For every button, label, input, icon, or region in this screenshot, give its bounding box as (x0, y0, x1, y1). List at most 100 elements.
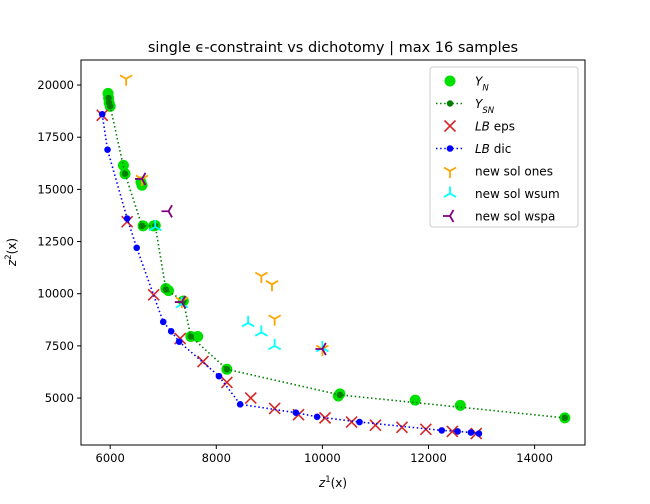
legend-marker (446, 100, 454, 107)
axes-frame (80, 59, 586, 446)
data-point (220, 376, 233, 389)
data-point (345, 415, 358, 429)
legend-item: new sol wsum (443, 186, 560, 201)
data-point (196, 355, 210, 368)
legend-item: LB dic (436, 142, 511, 156)
legend-marker (446, 145, 454, 152)
legend-marker (443, 119, 457, 133)
data-point (467, 429, 475, 436)
ticks-layer: 6000 8000 10000 12000 14000 5000 7500 10000 1250… (37, 78, 552, 465)
data-point (409, 394, 421, 406)
legend-label: YSN (475, 97, 495, 116)
data-point (123, 215, 131, 222)
y-tick-label: 17500 (37, 130, 74, 144)
legend-marker (443, 166, 457, 178)
data-point (254, 271, 268, 283)
data-point (446, 425, 459, 438)
legend-item: new sol wspa (443, 209, 555, 224)
data-point (223, 366, 231, 373)
data-point (356, 418, 363, 426)
data-point (135, 172, 147, 186)
series-3 (98, 110, 483, 437)
data-point (162, 286, 170, 293)
data-point (292, 409, 300, 416)
data-point (159, 318, 167, 326)
data-point (268, 402, 281, 415)
legend-item: LB eps (443, 119, 515, 134)
legend: YN YSN LB eps LB dic new sol ones new sol wsu… (429, 66, 579, 228)
data-point (369, 419, 382, 432)
data-point (268, 338, 282, 351)
data-point (561, 414, 569, 422)
data-point (268, 314, 282, 326)
x-tick-label: 8000 (202, 451, 231, 465)
data-point (244, 391, 257, 405)
x-tick-label: 6000 (96, 451, 125, 465)
series-4 (119, 74, 329, 357)
y-tick-label: 20000 (37, 78, 74, 92)
legend-label: YN (475, 75, 489, 94)
series-2 (96, 109, 483, 440)
data-point (133, 244, 141, 252)
series-6 (135, 172, 327, 356)
data-point (395, 421, 409, 434)
data-point (454, 428, 461, 435)
data-point (105, 94, 112, 102)
legend-box (429, 66, 579, 228)
data-point (236, 401, 244, 408)
series-line (101, 114, 479, 435)
data-point (313, 413, 321, 421)
legend-marker (444, 75, 456, 87)
x-axis-label: z1(x) (318, 475, 347, 490)
data-point (192, 330, 204, 342)
data-point (147, 288, 160, 301)
legend-item: YSN (436, 97, 495, 116)
data-point (117, 159, 129, 171)
x-axis-label-sup: 1 (325, 475, 330, 485)
data-point (104, 146, 111, 154)
y-tick-label: 10000 (37, 287, 74, 301)
data-point (138, 222, 146, 230)
data-point (215, 372, 223, 380)
legend-label: new sol wsum (475, 187, 560, 201)
data-point (98, 110, 106, 118)
legend-label: LB dic (475, 142, 511, 156)
data-point (454, 399, 466, 411)
data-point (106, 103, 114, 110)
chart-title: single ϵ-constraint vs dichotomy | max 1… (148, 40, 518, 56)
data-point (148, 219, 162, 232)
data-point (187, 333, 195, 340)
data-point (119, 74, 133, 86)
y-tick-label: 12500 (37, 235, 74, 249)
y-axis-label: z2(x) (4, 238, 19, 267)
legend-item: new sol ones (443, 165, 553, 179)
x-tick-label: 10000 (304, 451, 341, 465)
data-point (318, 411, 332, 424)
series-layer (96, 74, 571, 440)
y-axis-label-suffix: (x) (5, 238, 19, 254)
data-point (438, 427, 446, 434)
data-point (175, 338, 183, 346)
legend-label: LB eps (475, 120, 515, 134)
data-point (161, 204, 173, 218)
y-axis-label-var: z (5, 259, 19, 267)
legend-label: new sol ones (475, 165, 553, 179)
x-tick-label: 14000 (516, 451, 553, 465)
x-tick-label: 12000 (410, 451, 447, 465)
data-point (475, 430, 483, 437)
data-point (174, 295, 187, 309)
data-point (315, 342, 327, 356)
legend-label: new sol wspa (475, 210, 555, 224)
y-axis-label-sup: 2 (4, 254, 14, 259)
y-tick-label: 5000 (45, 391, 74, 405)
data-point (265, 280, 279, 292)
y-tick-label: 15000 (37, 182, 74, 196)
legend-marker (443, 209, 455, 223)
data-point (241, 315, 255, 328)
x-axis-label-suffix: (x) (331, 476, 347, 490)
legend-item: YN (444, 75, 489, 94)
data-point (254, 325, 268, 337)
data-point (167, 327, 175, 335)
